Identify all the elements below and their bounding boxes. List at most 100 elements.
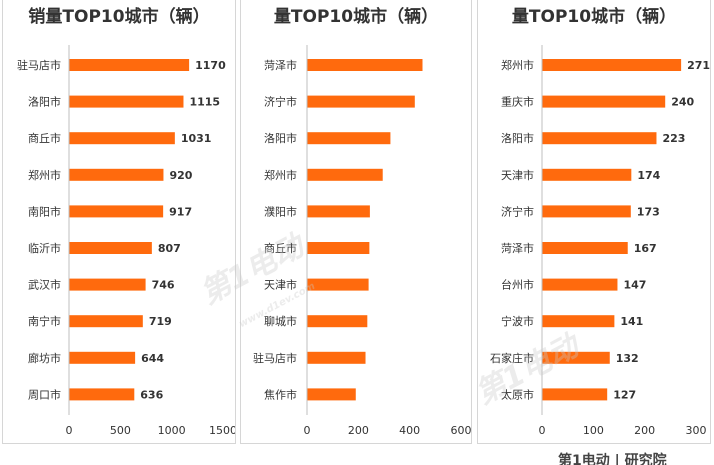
category-label: 天津市: [501, 168, 534, 182]
x-tick-label: 200: [348, 424, 369, 437]
value-label: 127: [613, 388, 636, 401]
value-label: 807: [158, 242, 181, 255]
category-label: 郑州市: [501, 58, 534, 72]
bar: [542, 278, 618, 291]
value-label: 240: [671, 96, 694, 109]
category-label: 重庆市: [501, 95, 534, 109]
category-label: 焦作市: [264, 387, 297, 401]
bar: [307, 351, 366, 364]
bar: [69, 205, 164, 218]
bar: [542, 95, 666, 108]
bar: [542, 315, 615, 328]
category-label: 菏泽市: [264, 58, 297, 72]
x-tick-label: 0: [304, 424, 311, 437]
category-label: 濮阳市: [264, 204, 297, 218]
bar: [307, 315, 368, 328]
bar: [307, 132, 391, 145]
bar: [69, 95, 184, 108]
bar: [542, 351, 610, 364]
value-label: 1031: [181, 132, 212, 145]
value-label: 141: [620, 315, 643, 328]
bar: [69, 132, 175, 145]
category-label: 临沂市: [28, 241, 61, 255]
value-label: 132: [616, 352, 639, 365]
category-label: 济宁市: [264, 95, 297, 109]
category-label: 驻马店市: [17, 58, 61, 72]
bar: [542, 242, 628, 254]
bar: [69, 388, 135, 401]
value-label: 223: [662, 132, 685, 145]
x-tick-label: 0: [539, 424, 546, 437]
footer-brand: 第1电动 | 研究院: [558, 453, 667, 465]
value-label: 719: [149, 315, 172, 328]
x-tick-label: 400: [399, 424, 420, 437]
chart-title: 销量TOP10城市（辆）: [28, 7, 210, 27]
category-label: 太原市: [501, 387, 534, 401]
bar: [542, 205, 631, 218]
category-label: 洛阳市: [264, 131, 297, 145]
bar: [69, 278, 146, 291]
category-label: 聊城市: [264, 314, 297, 328]
bar: [307, 278, 369, 291]
bar: [307, 59, 423, 71]
category-label: 商丘市: [264, 241, 297, 255]
value-label: 1115: [189, 96, 220, 109]
bar: [542, 59, 682, 71]
category-label: 南阳市: [28, 204, 61, 218]
value-label: 174: [637, 169, 660, 182]
bar: [69, 242, 152, 254]
chart-panel-3: 量TOP10城市（辆） 郑州市 271 重庆市 240 洛阳市 223 天津市 174 济宁市 1…: [477, 0, 711, 444]
category-label: 宁波市: [501, 314, 534, 328]
bar-chart-1: 驻马店市 1170 洛阳市 1115 商丘市 1031 郑州市 920 南阳市 917 临沂市 807…: [17, 45, 236, 437]
category-label: 武汉市: [28, 278, 61, 292]
category-label: 南宁市: [28, 314, 61, 328]
x-tick-label: 1000: [158, 424, 186, 437]
category-label: 石家庄市: [490, 351, 534, 365]
bar-chart-3: 郑州市 271 重庆市 240 洛阳市 223 天津市 174 济宁市 173 菏泽市 167 台州市 1…: [490, 45, 710, 437]
value-label: 920: [169, 169, 192, 182]
category-label: 郑州市: [28, 168, 61, 182]
value-label: 167: [634, 242, 657, 255]
category-label: 台州市: [501, 278, 534, 292]
bar: [307, 388, 356, 401]
bar: [69, 315, 143, 328]
bar: [307, 95, 415, 108]
chart-panel-1: 销量TOP10城市（辆） 驻马店市 1170 洛阳市 1115 商丘市 1031 郑州市 92…: [2, 0, 236, 444]
bar: [69, 168, 164, 181]
value-label: 746: [152, 279, 175, 292]
x-tick-label: 600: [451, 424, 472, 437]
bar: [542, 132, 657, 145]
category-label: 洛阳市: [28, 95, 61, 109]
category-label: 菏泽市: [501, 241, 534, 255]
x-tick-label: 200: [634, 424, 655, 437]
category-label: 廊坊市: [28, 351, 61, 365]
value-label: 173: [637, 205, 660, 218]
value-label: 636: [140, 388, 163, 401]
chart-title: 量TOP10城市（辆）: [273, 7, 439, 27]
x-tick-label: 500: [110, 424, 131, 437]
x-tick-label: 100: [583, 424, 604, 437]
category-label: 周口市: [28, 387, 61, 401]
bar: [307, 205, 370, 218]
value-label: 271: [687, 59, 710, 72]
category-label: 济宁市: [501, 204, 534, 218]
category-label: 洛阳市: [501, 131, 534, 145]
category-label: 商丘市: [28, 131, 61, 145]
bar: [69, 59, 190, 71]
category-label: 天津市: [264, 278, 297, 292]
bar: [542, 388, 608, 401]
category-label: 郑州市: [264, 168, 297, 182]
value-label: 917: [169, 205, 192, 218]
x-tick-label: 0: [66, 424, 73, 437]
bar: [307, 168, 383, 181]
value-label: 147: [623, 279, 646, 292]
chart-panel-2: 量TOP10城市（辆） 菏泽市 济宁市 洛阳市 郑州市 濮阳市 商丘市 天津市 聊城市 驻马店市…: [240, 0, 472, 444]
bar: [542, 168, 632, 181]
bar: [69, 351, 136, 364]
bar: [307, 242, 370, 254]
x-tick-label: 1500: [209, 424, 236, 437]
chart-title: 量TOP10城市（辆）: [511, 7, 677, 27]
value-label: 1170: [195, 59, 226, 72]
value-label: 644: [141, 352, 164, 365]
